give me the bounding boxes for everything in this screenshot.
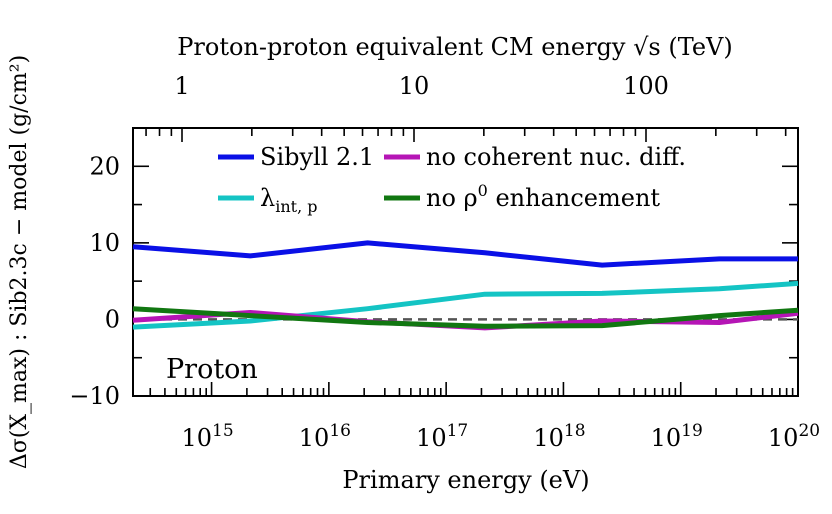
plot-frame	[132, 127, 799, 397]
x-tick-label: 1018	[533, 421, 585, 452]
top-tick-label: 1	[174, 72, 189, 100]
top-axis-title: Proton-proton equivalent CM energy √s (T…	[177, 33, 732, 61]
x-tick-label: 1019	[651, 421, 703, 452]
legend-label: no coherent nuc. diff.	[426, 143, 686, 171]
y-tick-label: −10	[69, 382, 120, 410]
series-line-int-p	[132, 280, 799, 330]
series-lines	[132, 240, 799, 331]
legend-label: λint, p	[260, 184, 317, 216]
top-tick-label: 100	[623, 72, 669, 100]
series-line-no-0-enhancement	[132, 306, 799, 329]
top-tick-label: 10	[399, 72, 430, 100]
x-axis-title: Primary energy (eV)	[342, 466, 589, 494]
y-tick-label: 10	[89, 229, 120, 257]
y-tick-label: 0	[105, 305, 120, 333]
panel-label: Proton	[166, 354, 258, 385]
x-tick-label: 1017	[416, 421, 468, 452]
bottom-axis-ticks: 1015 1016 1017 1018 1019 1020	[149, 382, 820, 452]
legend-label: no ρ0 enhancement	[426, 181, 660, 212]
series-line-sibyll-2-1	[132, 240, 798, 268]
top-axis-ticks: 1 10 100	[145, 72, 787, 142]
x-tick-label: 1020	[768, 421, 820, 452]
y-tick-label: 20	[89, 152, 120, 180]
x-tick-label: 1016	[299, 421, 351, 452]
legend-label: Sibyll 2.1	[260, 143, 374, 171]
y-axis-title: Δσ(X_max) : Sib2.3c − model (g/cm²)	[7, 55, 32, 469]
x-tick-label: 1015	[181, 421, 233, 452]
legend: Sibyll 2.1 no coherent nuc. diff. λint, p n…	[218, 143, 686, 216]
